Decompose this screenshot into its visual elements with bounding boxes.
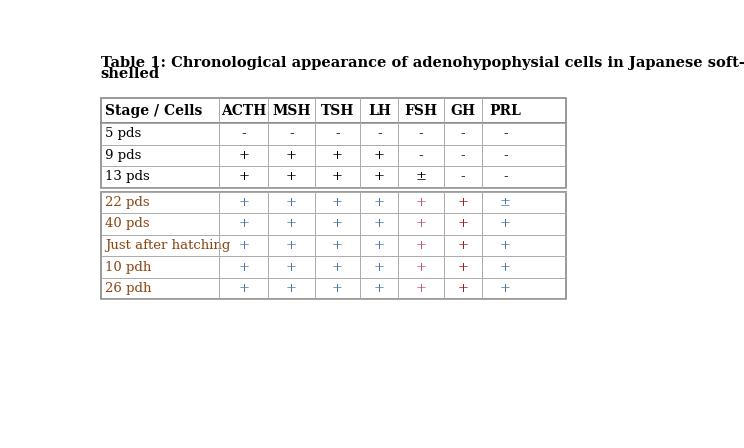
Text: -: - [419,127,423,140]
Text: 10 pdh: 10 pdh [105,261,151,274]
Text: +: + [458,239,469,252]
Text: +: + [458,282,469,295]
Text: +: + [332,170,343,184]
Text: PRL: PRL [490,104,522,118]
Text: shelled: shelled [100,67,160,81]
Text: +: + [373,217,385,230]
Text: +: + [458,217,469,230]
Text: +: + [286,217,297,230]
Text: +: + [286,261,297,274]
Text: -: - [503,170,507,184]
Text: +: + [500,239,511,252]
Text: TSH: TSH [321,104,354,118]
Text: -: - [335,127,340,140]
Text: -: - [419,149,423,162]
Text: ACTH: ACTH [221,104,266,118]
Text: ±: ± [500,196,511,209]
Text: +: + [286,196,297,209]
Text: +: + [238,170,249,184]
Text: +: + [458,261,469,274]
Bar [100,192,565,299]
Text: +: + [286,149,297,162]
Text: +: + [373,239,385,252]
Text: 5 pds: 5 pds [105,127,141,140]
Text: ±: ± [416,170,426,184]
Text: +: + [416,282,426,295]
Text: +: + [373,149,385,162]
Text: -: - [289,127,294,140]
Text: +: + [373,282,385,295]
Text: +: + [416,196,426,209]
Text: Stage / Cells: Stage / Cells [105,104,202,118]
Text: -: - [461,170,465,184]
Text: +: + [373,170,385,184]
Text: 40 pds: 40 pds [105,217,150,230]
Text: +: + [238,149,249,162]
Text: +: + [286,239,297,252]
Text: +: + [332,149,343,162]
Text: Just after hatching: Just after hatching [105,239,230,252]
Text: +: + [416,217,426,230]
Text: GH: GH [450,104,475,118]
Bar [100,99,565,123]
Text: +: + [373,261,385,274]
Text: +: + [286,282,297,295]
Text: -: - [503,127,507,140]
Text: +: + [332,282,343,295]
Text: -: - [503,149,507,162]
Text: -: - [461,149,465,162]
Text: 22 pds: 22 pds [105,196,150,209]
Text: +: + [373,196,385,209]
Text: +: + [286,170,297,184]
Text: +: + [238,217,249,230]
Text: +: + [332,239,343,252]
Text: 9 pds: 9 pds [105,149,141,162]
Text: -: - [461,127,465,140]
Text: +: + [332,217,343,230]
Text: +: + [332,261,343,274]
Text: MSH: MSH [272,104,311,118]
Text: +: + [332,196,343,209]
Text: +: + [458,196,469,209]
Text: +: + [500,261,511,274]
Text: FSH: FSH [405,104,437,118]
Text: Table 1: Chronological appearance of adenohypophysial cells in Japanese soft-: Table 1: Chronological appearance of ade… [100,56,744,70]
Text: -: - [377,127,382,140]
Text: +: + [500,217,511,230]
Text: +: + [238,261,249,274]
Text: +: + [238,239,249,252]
Bar [100,123,565,188]
Text: +: + [238,196,249,209]
Text: +: + [238,282,249,295]
Text: +: + [416,261,426,274]
Text: 26 pdh: 26 pdh [105,282,151,295]
Text: LH: LH [368,104,391,118]
Text: +: + [500,282,511,295]
Text: +: + [416,239,426,252]
Text: -: - [241,127,246,140]
Text: 13 pds: 13 pds [105,170,150,184]
